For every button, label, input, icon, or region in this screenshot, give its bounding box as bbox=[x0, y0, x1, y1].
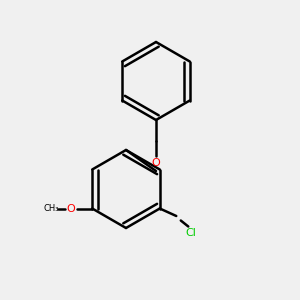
Text: O: O bbox=[67, 203, 76, 214]
Text: O: O bbox=[152, 158, 160, 169]
Text: CH₃: CH₃ bbox=[44, 204, 59, 213]
Text: Cl: Cl bbox=[186, 227, 197, 238]
